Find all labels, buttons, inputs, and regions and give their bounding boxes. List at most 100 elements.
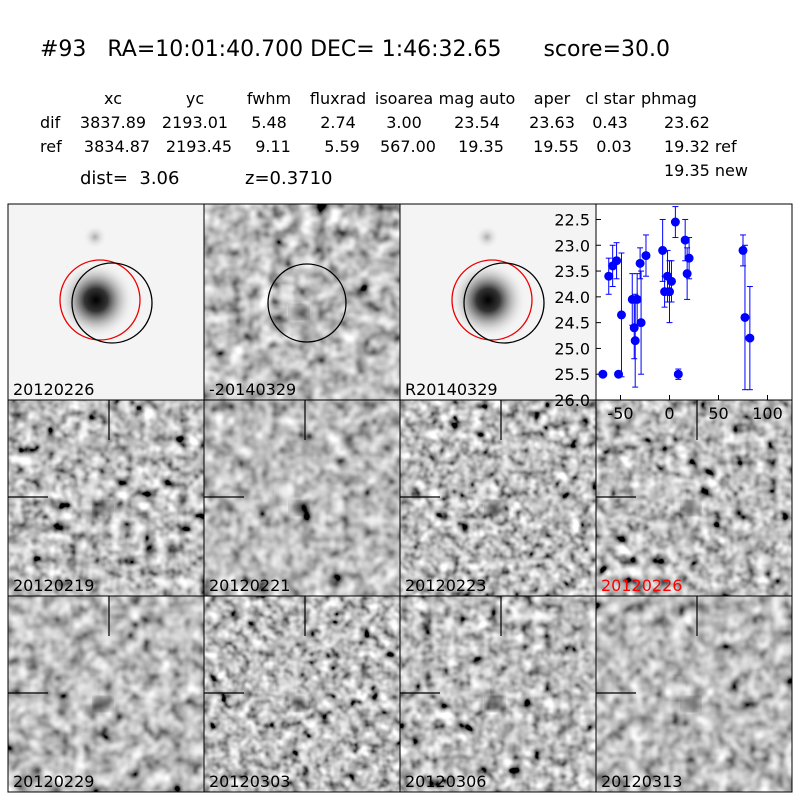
point [673,369,683,379]
cell: 3834.87 [84,137,150,156]
column-header: phmag [641,89,697,108]
cell: 3837.89 [80,113,146,132]
image [8,596,204,792]
panel-label: 20120221 [209,576,290,595]
point [745,333,755,343]
panel-label: 20120219 [13,576,94,595]
image [204,204,400,400]
title: #93 RA=10:01:40.700 DEC= 1:46:32.65 scor… [40,37,670,62]
point [682,269,692,279]
cell: 5.48 [251,113,287,132]
image [8,400,204,596]
blob-light [80,678,96,698]
dist: dist= 3.06 [80,168,179,189]
point [670,217,680,227]
blob-dark [290,305,308,319]
point [740,312,750,322]
image [204,400,400,596]
blob-dark [486,501,504,515]
image-panel: 20120223 [399,399,597,597]
point [635,258,645,268]
image [596,596,792,792]
image-panel: 20120226 [7,203,205,401]
noise [400,596,596,792]
blob-dark [290,501,308,515]
cell: 9.11 [255,137,291,156]
image-grid: 20120226 -20140329 R20140329 20120219 201202… [7,203,793,793]
plot-bg [595,203,793,401]
aperture [267,263,347,343]
point [598,369,608,379]
y-tick-label: 26.0 [554,391,590,410]
cell: 19.35 [458,137,504,156]
cell: 19.32 ref [664,137,737,156]
cell: 567.00 [380,137,436,156]
point [738,245,748,255]
image-panel: 20120219 [7,399,205,597]
panel-label: 20120303 [209,772,290,791]
panel-label: -20140329 [209,380,296,399]
image [204,596,400,792]
panel-border [595,595,793,793]
image [596,400,792,596]
y-tick-label: 24.5 [554,314,590,333]
point [665,287,674,297]
stats-table: xc yc fwhm fluxrad isoarea mag auto aper cl sta… [40,89,748,189]
point [684,253,694,263]
y-tick-label: 24.0 [554,288,590,307]
row-label: dif [40,113,61,132]
blob-light [668,482,684,502]
point [641,251,651,261]
blob-light [276,286,292,306]
galaxy-faint [83,225,107,249]
panel-label: 20120226 [601,576,682,595]
blob-dark [682,501,700,515]
image-panel: 20120221 [203,399,401,597]
image [400,400,596,596]
image [400,204,596,400]
image [400,596,596,792]
column-header: xc [104,89,122,108]
image-panel: 20120313 [595,595,793,793]
noise [400,400,596,596]
galaxy [58,262,134,338]
blob-light [276,678,292,698]
column-header: yc [186,89,204,108]
redshift: z=0.3710 [245,168,333,189]
blob-dark [682,697,700,711]
cell: 23.63 [529,113,575,132]
point [666,276,676,286]
y-tick-label: 23.0 [554,236,590,255]
cell: 2193.01 [162,113,228,132]
cell: 3.00 [386,113,422,132]
column-header: fwhm [247,89,291,108]
blob-dark [94,697,112,711]
y-tick-label: 23.5 [554,262,590,281]
image-panel: 20120303 [203,595,401,793]
panel-label: R20140329 [405,380,498,399]
noise [204,204,400,400]
row-label: ref [40,137,62,156]
aperture [71,262,153,344]
noise [204,400,400,596]
panel-label: 20120306 [405,772,486,791]
point [614,369,624,379]
panel-label: 20120226 [13,380,94,399]
blob-light [668,678,684,698]
cell: 2193.45 [166,137,232,156]
point [632,294,642,304]
image-panel: -20140329 [203,203,401,401]
image-panel: 20120229 [7,595,205,793]
blob-light [472,482,488,502]
image-panel: 20120226 [595,399,793,597]
column-header: mag auto [439,89,516,108]
column-header: fluxrad [310,89,366,108]
cell: 2.74 [320,113,356,132]
noise [596,596,792,792]
aperture [463,262,545,344]
noise [596,400,792,596]
cell: 0.03 [596,137,632,156]
point [636,318,646,328]
panel-label: 20120313 [601,772,682,791]
